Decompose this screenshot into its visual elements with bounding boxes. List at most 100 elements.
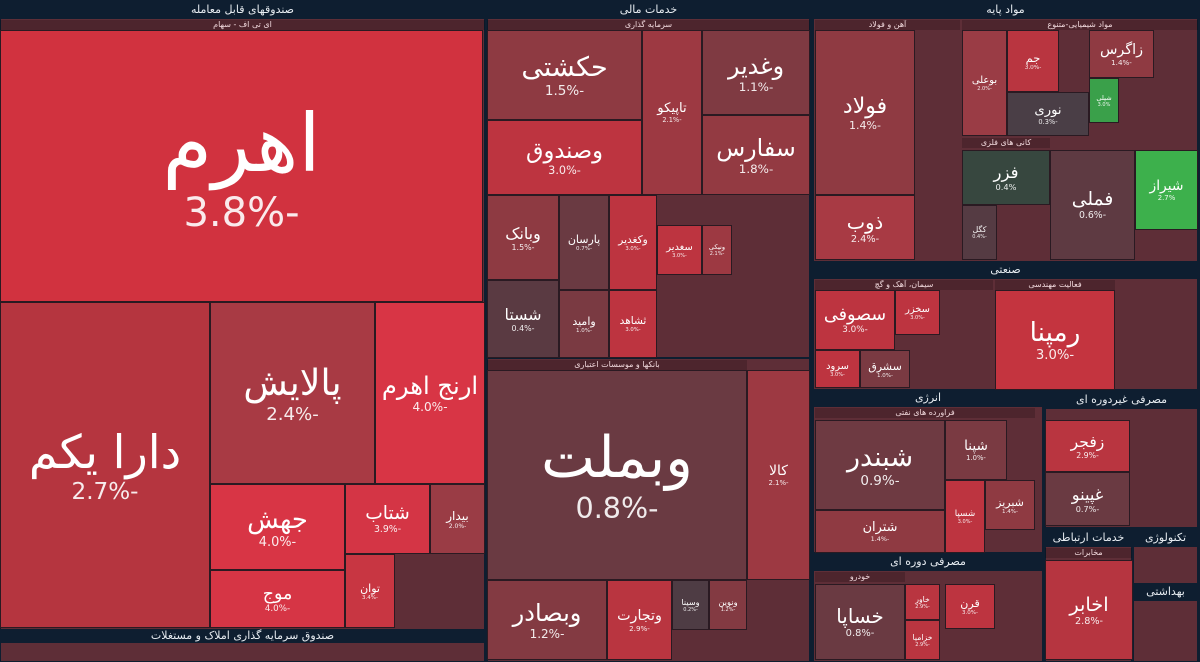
stock-tile: ذوب -2.4% — [815, 195, 915, 260]
stock-change: -3.0% — [625, 245, 641, 252]
subsector-title: ای تی اف - سهام — [0, 20, 485, 30]
stock-name: شپنا — [964, 438, 988, 454]
stock-change: -0.3% — [1038, 117, 1058, 126]
stock-tile: پالایش -2.4% — [210, 302, 375, 484]
stock-name: وغدیر — [727, 51, 785, 80]
stock-tile: شتران -1.4% — [815, 510, 945, 553]
stock-change: -3.0% — [1035, 348, 1075, 363]
stock-change: -2.1% — [662, 116, 682, 124]
stock-change: 3.0% — [1097, 101, 1111, 108]
stock-tile: کالا -2.1% — [747, 370, 810, 580]
sector-title: خدمات ارتباطی — [1052, 531, 1125, 544]
stock-name: سصوفی — [823, 305, 887, 325]
stock-tile: وبملت -0.8% — [487, 370, 747, 580]
sector-title: مصرفی دوره ای — [890, 555, 966, 568]
stock-tile: سرود -3.0% — [815, 350, 860, 388]
stock-name: ونیکی — [708, 243, 726, 251]
sector-title: بهداشتی — [1146, 585, 1185, 598]
stock-change: -1.4% — [1002, 508, 1018, 515]
subsector-title: کانی های فلزی — [962, 138, 1050, 148]
stock-change: -0.8% — [845, 628, 875, 639]
subsector-title: فراورده های نفتی — [815, 408, 1035, 418]
stock-name: وکغدیر — [618, 233, 648, 246]
stock-change: -0.7% — [576, 246, 592, 252]
stock-tile: بیدار -2.0% — [430, 484, 485, 554]
stock-name: خزامیا — [912, 632, 933, 642]
stock-change: -2.7% — [71, 479, 139, 505]
stock-change: -1.4% — [849, 118, 881, 132]
stock-change: -4.0% — [258, 534, 297, 550]
stock-name: شتران — [862, 520, 898, 535]
stock-change: -1.0% — [966, 454, 986, 462]
stock-name: شبندر — [846, 441, 914, 473]
stock-tile: توان -3.4% — [345, 554, 395, 628]
stock-change: -1.2% — [720, 607, 736, 613]
stock-change: -0.7% — [1075, 503, 1100, 514]
stock-tile: شبندر -0.9% — [815, 420, 945, 510]
stock-tile: شپنا -1.0% — [945, 420, 1007, 480]
stock-tile: خساپا -0.8% — [815, 584, 905, 660]
stock-name: پالایش — [243, 361, 342, 404]
stock-name: کگل — [972, 225, 987, 234]
stock-name: توان — [360, 581, 380, 595]
sector-title: تکنولوژی — [1144, 531, 1187, 544]
stock-change: -3.8% — [183, 189, 300, 236]
stock-tile: خزامیا -2.9% — [905, 620, 940, 660]
stock-name: وتجارت — [617, 607, 662, 624]
stock-tile: فولاد -1.4% — [815, 30, 915, 195]
stock-name: سغدیر — [666, 241, 693, 253]
stock-tile: بوعلی -2.0% — [962, 30, 1007, 136]
stock-change: -3.0% — [842, 325, 868, 335]
stock-name: ذوب — [846, 210, 884, 234]
stock-tile: شستا -0.4% — [487, 280, 559, 358]
stock-change: -3.0% — [910, 315, 925, 321]
stock-change: -0.4% — [511, 324, 535, 333]
stock-tile: اهرم -3.8% — [0, 30, 483, 302]
stock-name: خاور — [915, 594, 930, 604]
subsector-title: بانکها و موسسات اعتباری — [487, 360, 747, 370]
stock-name: وبصادر — [512, 599, 582, 627]
stock-change: -0.6% — [1078, 210, 1107, 221]
stock-name: شتاب — [365, 503, 410, 524]
stock-tile: غپینو -0.7% — [1045, 472, 1130, 526]
subsector-title: فعالیت مهندسی — [995, 280, 1115, 290]
stock-change: -2.4% — [850, 233, 880, 245]
stock-change: -4.0% — [412, 400, 448, 414]
stock-tile: وصندوق -3.0% — [487, 120, 642, 195]
subsector-title: آهن و فولاد — [815, 20, 960, 30]
stock-name: ارنج اهرم — [381, 372, 479, 400]
stock-tile: زفجر -2.9% — [1045, 420, 1130, 472]
stock-name: پارسان — [567, 233, 601, 246]
stock-tile: حکشتی -1.5% — [487, 30, 642, 120]
subsector-title: مواد شیمیایی-متنوع — [962, 20, 1198, 30]
stock-tile: سفارس -1.8% — [702, 115, 810, 195]
sector-title: خدمات مالی — [619, 3, 678, 16]
stock-change: -4.0% — [264, 604, 291, 614]
stock-tile: سغدیر -3.0% — [657, 225, 702, 275]
stock-change: -2.1% — [709, 251, 725, 257]
stock-change: -0.9% — [860, 472, 900, 489]
stock-name: فملی — [1071, 189, 1114, 210]
stock-tile: سشرق -1.0% — [860, 350, 910, 388]
stock-tile: فملی -0.6% — [1050, 150, 1135, 260]
stock-tile: وامید -1.0% — [559, 290, 609, 358]
stock-change: -2.8% — [1074, 616, 1104, 627]
stock-change: -2.0% — [977, 85, 992, 92]
stock-tile: قرن -3.0% — [945, 584, 995, 629]
stock-name: خساپا — [836, 605, 884, 628]
stock-tile: دارا یکم -2.7% — [0, 302, 210, 628]
stock-name: کالا — [769, 463, 788, 479]
stock-name: شستا — [504, 305, 542, 324]
stock-tile: خاور -2.9% — [905, 584, 940, 620]
stock-name: اخابر — [1069, 593, 1109, 616]
stock-tile: رمپنا -3.0% — [995, 290, 1115, 390]
subsector-title: خودرو — [815, 572, 905, 582]
stock-change: -2.4% — [266, 404, 319, 425]
stock-name: شسپا — [954, 508, 976, 519]
stock-tile: وسینا -0.2% — [672, 580, 709, 630]
stock-change: -3.0% — [1024, 65, 1042, 71]
stock-tile: موج -4.0% — [210, 570, 345, 628]
stock-change: -2.9% — [915, 641, 930, 648]
sector-block — [1133, 546, 1198, 584]
